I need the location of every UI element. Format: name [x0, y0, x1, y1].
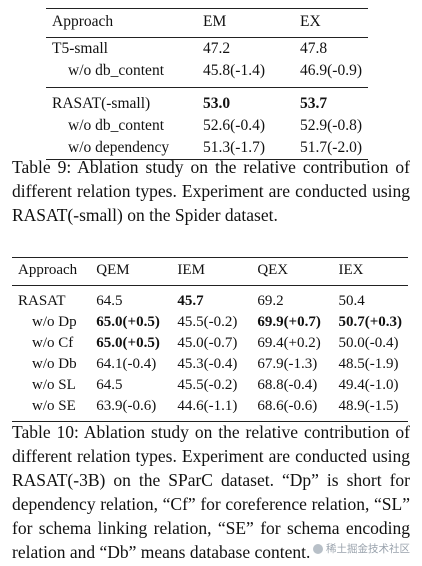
table-cell: w/o db_content [68, 62, 164, 79]
table-cell: w/o SE [32, 398, 76, 414]
table-cell: w/o SL [32, 377, 76, 393]
column-header: IEX [338, 262, 364, 278]
table-cell: w/o Cf [32, 335, 74, 351]
table-cell: 48.9(-1.5) [338, 398, 399, 414]
table-row: w/o Dp 65.0(+0.5) 45.5(-0.2) 69.9(+0.7) … [12, 312, 408, 333]
table-cell: 44.6(-1.1) [177, 398, 238, 414]
juejin-logo-icon [313, 543, 323, 554]
table-cell: 65.0(+0.5) [90, 312, 171, 333]
table-cell: 49.4(-1.0) [338, 377, 399, 393]
table-cell: w/o Db [32, 356, 77, 372]
bold-value: 69.9(+0.7) [257, 314, 321, 330]
table-cell: 68.8(-0.4) [257, 377, 318, 393]
table-row: w/o db_content 52.6(-0.4) 52.9(-0.8) [46, 115, 368, 137]
table-cell: 63.9(-0.6) [96, 398, 157, 414]
table-cell: 45.8(-1.4) [203, 62, 266, 79]
column-header: Approach [18, 262, 78, 278]
table-cell: 45.7 [171, 286, 251, 313]
table-row: w/o dependency 51.3(-1.7) 51.7(-2.0) [46, 137, 368, 160]
table-cell: 45.5(-0.2) [177, 314, 238, 330]
table-cell: RASAT [18, 293, 66, 309]
table-cell: 64.5 [96, 377, 123, 393]
table-9-caption: Table 9: Ablation study on the relative … [12, 157, 410, 225]
table-row: w/o Db 64.1(-0.4) 45.3(-0.4) 67.9(-1.3) … [12, 354, 408, 375]
table-cell: 51.3(-1.7) [203, 139, 266, 156]
bold-value: 65.0(+0.5) [96, 314, 160, 330]
table-cell: 46.9(-0.9) [300, 62, 362, 79]
table-cell: 68.6(-0.6) [257, 398, 318, 414]
table-row: w/o Cf 65.0(+0.5) 45.0(-0.7) 69.4(+0.2) … [12, 333, 408, 354]
table-10-caption: Table 10: Ablation study on the relative… [12, 422, 410, 562]
table-cell: 48.5(-1.9) [338, 356, 399, 372]
table-header-row: Approach EM EX [46, 9, 368, 38]
table-cell: 64.1(-0.4) [96, 356, 157, 372]
table-cell: 45.0(-0.7) [177, 335, 238, 351]
bold-value: 45.7 [177, 293, 204, 309]
table-cell: 69.4(+0.2) [257, 335, 321, 351]
table-cell: RASAT(-small) [46, 87, 198, 115]
table-10: Approach QEM IEM QEX IEX RASAT 64.5 45.7… [12, 257, 408, 422]
table-cell: T5-small [52, 40, 108, 57]
table-cell: w/o Dp [32, 314, 77, 330]
table-cell: 47.8 [300, 40, 328, 57]
column-header: Approach [52, 13, 114, 30]
table-cell: 47.2 [203, 40, 231, 57]
table-cell: 45.5(-0.2) [177, 377, 238, 393]
table-cell: 50.4 [338, 293, 365, 309]
table-cell: 53.7 [294, 87, 368, 115]
table-cell: 50.0(-0.4) [338, 335, 399, 351]
table-cell: 65.0(+0.5) [90, 333, 171, 354]
table-cell: 50.7(+0.3) [332, 312, 408, 333]
table-cell: 45.3(-0.4) [177, 356, 238, 372]
bold-value: 53.7 [300, 95, 328, 112]
table-cell: 69.2 [257, 293, 284, 309]
table-cell: 64.5 [96, 293, 123, 309]
table-cell: 52.6(-0.4) [203, 117, 266, 134]
watermark-text: 稀土掘金技术社区 [326, 543, 410, 555]
column-header: IEM [177, 262, 205, 278]
table-cell: w/o dependency [68, 139, 170, 156]
column-header: QEM [96, 262, 130, 278]
table-cell: 51.7(-2.0) [300, 139, 362, 156]
table-row: w/o SE 63.9(-0.6) 44.6(-1.1) 68.6(-0.6) … [12, 396, 408, 422]
table-header-row: Approach QEM IEM QEX IEX [12, 258, 408, 286]
table-9: Approach EM EX T5-small 47.2 47.8 w/o db… [46, 8, 368, 160]
table-cell: w/o db_content [68, 117, 164, 134]
table-cell: 52.9(-0.8) [300, 117, 362, 134]
table-cell: 53.0 [197, 87, 294, 115]
table-row: RASAT(-small) 53.0 53.7 [46, 87, 368, 115]
watermark: 稀土掘金技术社区 [313, 541, 410, 556]
bold-value: 65.0(+0.5) [96, 335, 160, 351]
column-header: QEX [257, 262, 289, 278]
column-header: EM [203, 13, 227, 30]
table-row: w/o SL 64.5 45.5(-0.2) 68.8(-0.4) 49.4(-… [12, 375, 408, 396]
table-cell: 69.9(+0.7) [251, 312, 332, 333]
table-row: T5-small 47.2 47.8 [46, 38, 368, 61]
table-row: RASAT 64.5 45.7 69.2 50.4 [12, 286, 408, 313]
bold-value: 53.0 [203, 95, 231, 112]
table-cell: 67.9(-1.3) [257, 356, 318, 372]
bold-value: 50.7(+0.3) [338, 314, 402, 330]
column-header: EX [300, 13, 321, 30]
table-row: w/o db_content 45.8(-1.4) 46.9(-0.9) [46, 60, 368, 88]
